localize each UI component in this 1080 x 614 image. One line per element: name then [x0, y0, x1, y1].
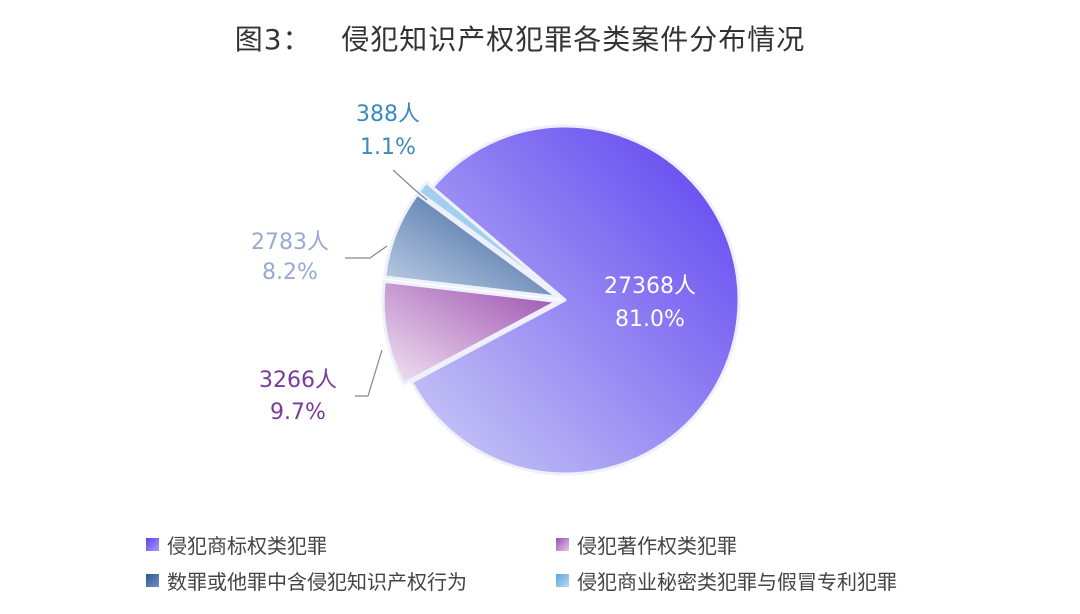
slice-label-percent-1: 9.7%	[270, 400, 326, 425]
slice-label-value-2: 2783人	[251, 230, 329, 255]
chart-title: 图3： 侵犯知识产权犯罪各类案件分布情况	[234, 23, 806, 56]
legend-label: 数罪或他罪中含侵犯知识产权行为	[167, 570, 467, 594]
slice-label-value-0: 27368人	[604, 274, 696, 299]
pie-slice-1	[381, 279, 559, 386]
slice-label-value-3: 388人	[356, 102, 420, 127]
slice-label-percent-3: 1.1%	[360, 135, 416, 160]
legend-label: 侵犯商标权类犯罪	[167, 534, 327, 558]
legend-item-trade-secret: 侵犯商业秘密类犯罪与假冒专利犯罪	[556, 566, 897, 595]
legend-item-copyright: 侵犯著作权类犯罪	[556, 530, 737, 559]
legend-label: 侵犯著作权类犯罪	[577, 534, 737, 558]
leader-line-slice-2	[345, 245, 388, 259]
legend-swatch	[146, 574, 159, 587]
legend-swatch	[556, 538, 569, 551]
slice-label-value-1: 3266人	[259, 368, 337, 393]
pie-slice-0	[410, 124, 741, 476]
slice-label-percent-2: 8.2%	[262, 260, 318, 285]
slice-label-percent-0: 81.0%	[615, 307, 685, 332]
legend-item-combined: 数罪或他罪中含侵犯知识产权行为	[146, 566, 467, 595]
leader-line-slice-3	[392, 169, 428, 201]
legend-label: 侵犯商业秘密类犯罪与假冒专利犯罪	[577, 570, 897, 594]
leader-line-slice-1	[355, 349, 383, 397]
legend-item-trademark: 侵犯商标权类犯罪	[146, 530, 327, 559]
legend-swatch	[146, 538, 159, 551]
legend-swatch	[556, 574, 569, 587]
pie-slice-2	[383, 192, 560, 299]
